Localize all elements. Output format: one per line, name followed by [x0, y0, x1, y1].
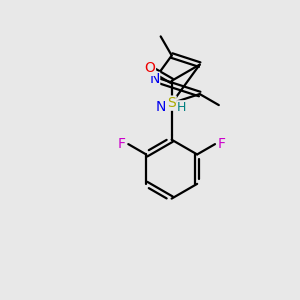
- Text: F: F: [218, 137, 226, 151]
- Text: F: F: [118, 137, 126, 151]
- Text: O: O: [145, 61, 155, 75]
- Text: N: N: [156, 100, 166, 114]
- Text: N: N: [149, 72, 160, 86]
- Text: S: S: [167, 96, 176, 110]
- Text: H: H: [177, 101, 186, 114]
